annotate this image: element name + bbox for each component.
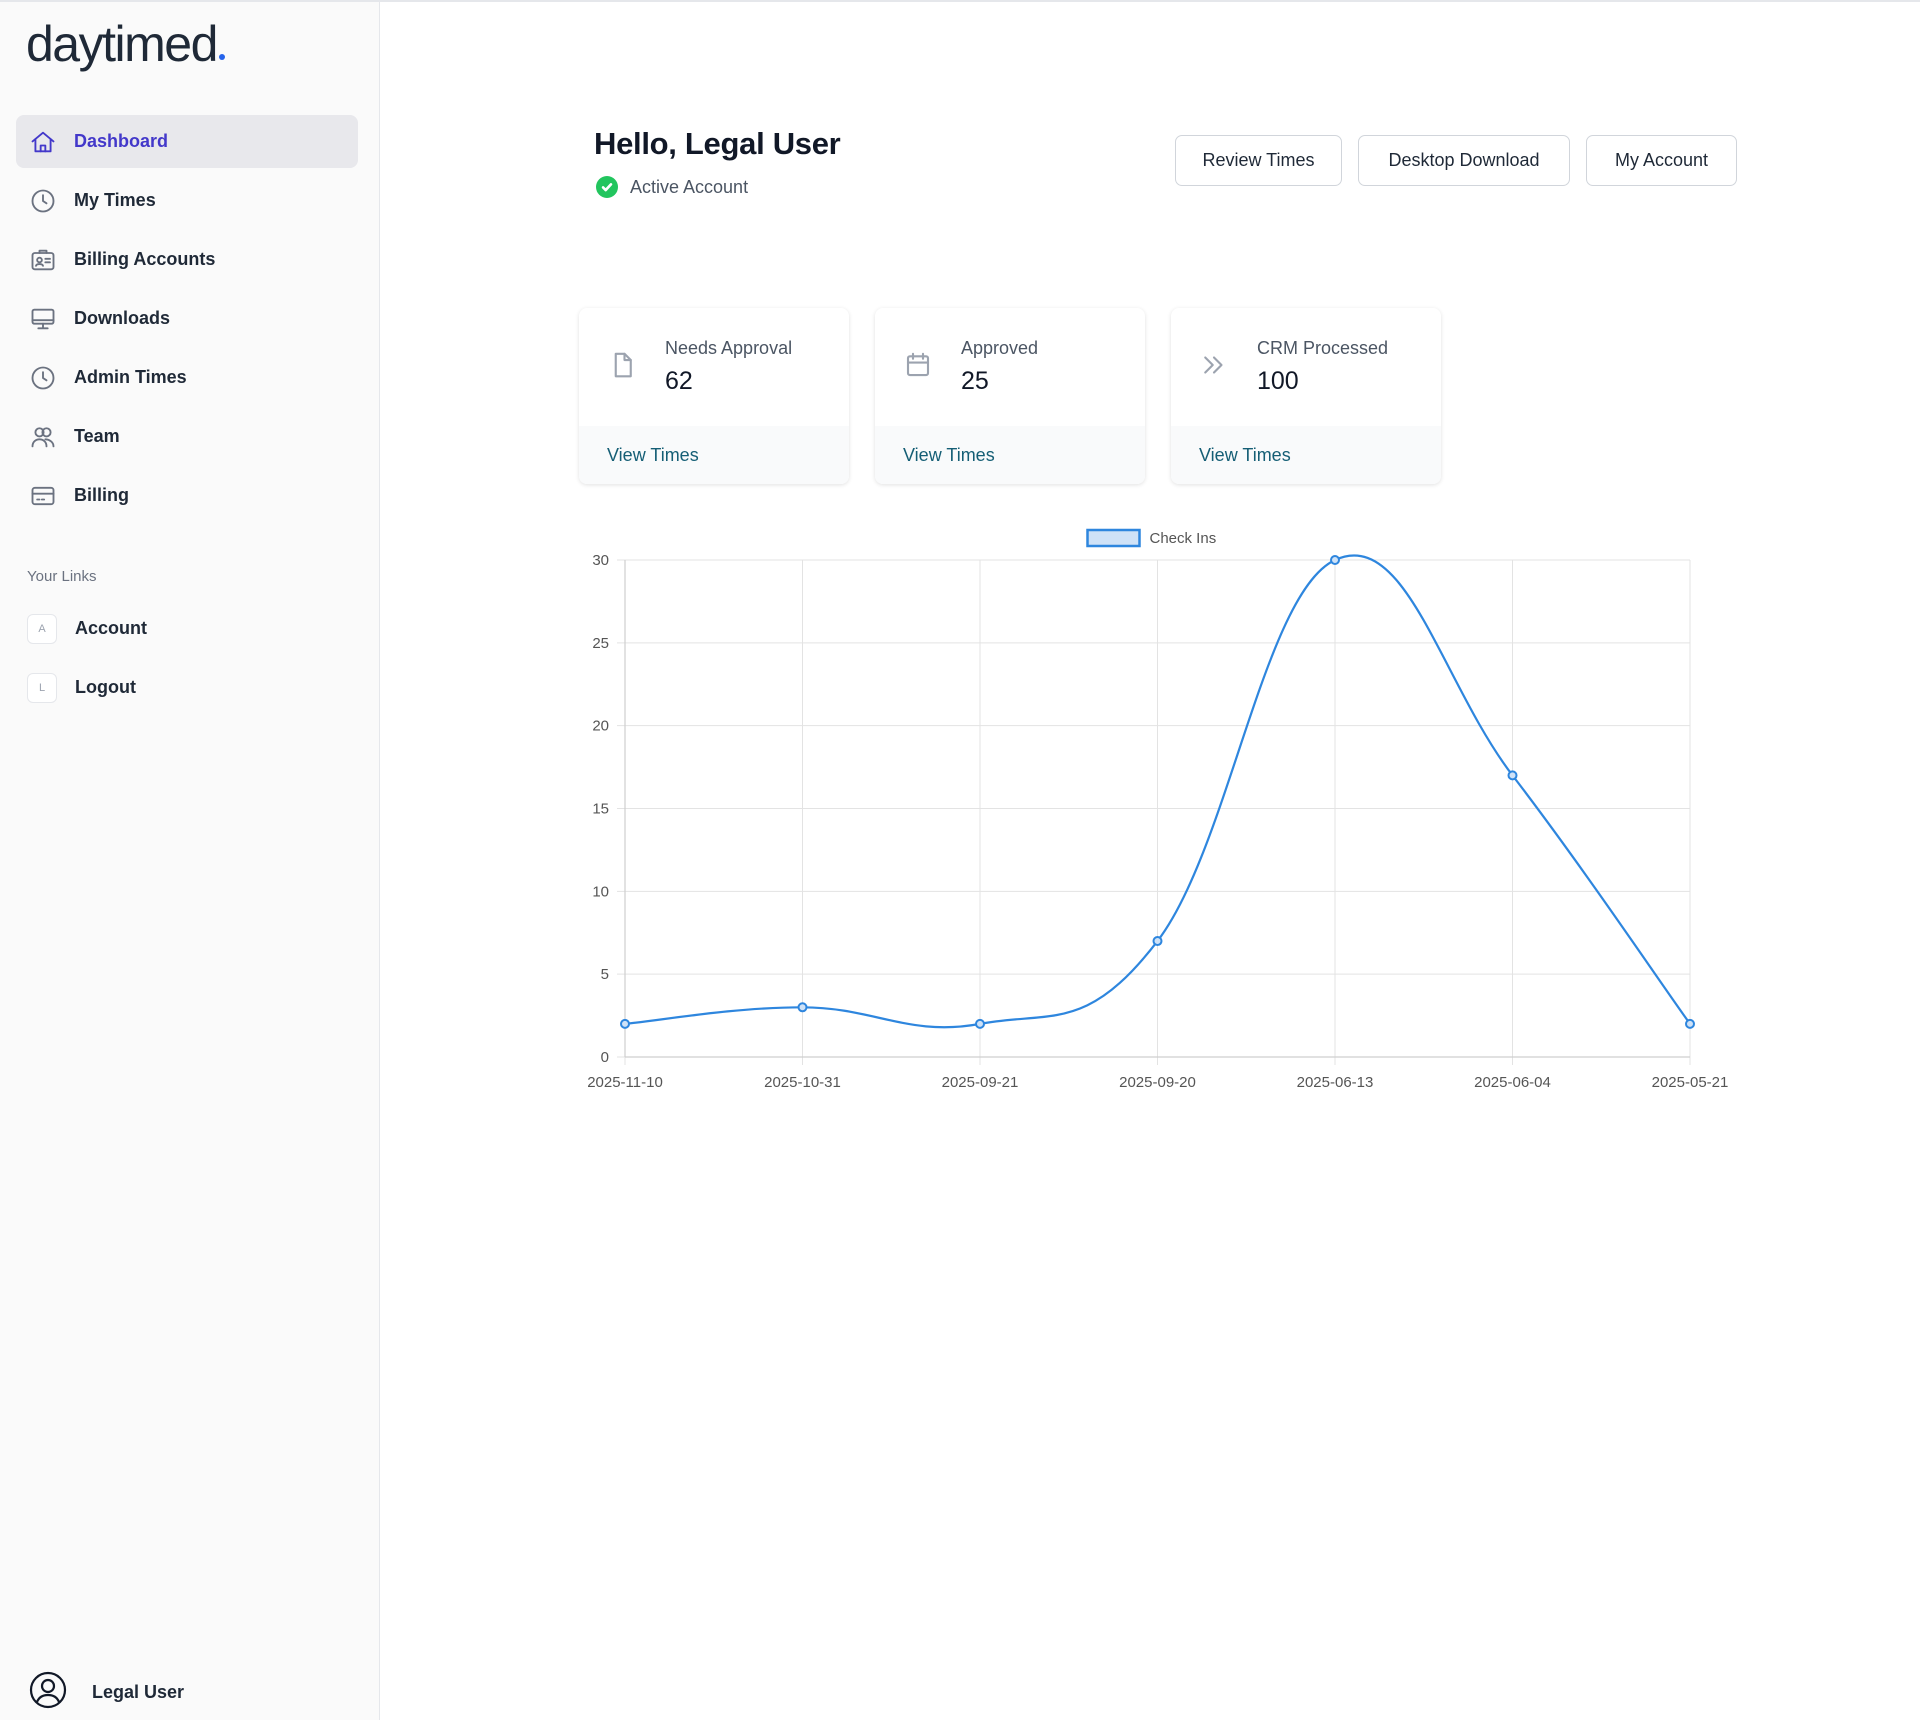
home-icon	[28, 127, 58, 157]
sidebar-item-label: My Times	[74, 190, 156, 210]
sidebar-nav: Dashboard My Times Billing Accounts Down…	[16, 115, 358, 528]
sidebar-item-dashboard[interactable]: Dashboard	[16, 115, 358, 168]
link-label: Logout	[75, 677, 136, 697]
sidebar-item-label: Downloads	[74, 308, 171, 328]
clock-icon	[28, 186, 58, 216]
link-logout[interactable]: L Logout	[16, 661, 358, 714]
logo-dot	[218, 54, 225, 60]
sidebar-item-billing[interactable]: Billing	[16, 469, 358, 522]
my-account-button[interactable]: My Account	[1586, 135, 1737, 186]
review-times-button[interactable]: Review Times	[1175, 135, 1342, 186]
stat-label: CRM Processed	[1257, 338, 1389, 358]
stat-card-crm-processed: CRM Processed 100 View Times	[1171, 308, 1441, 484]
document-icon	[607, 350, 637, 380]
y-tick-label: 5	[601, 966, 609, 983]
top-border	[0, 0, 1920, 2]
monitor-icon	[28, 304, 58, 334]
app-logo[interactable]: daytimed	[26, 16, 225, 72]
x-tick-label: 2025-09-20	[1119, 1074, 1196, 1091]
x-tick-label: 2025-06-04	[1474, 1074, 1551, 1091]
credit-card-icon	[28, 481, 58, 511]
links-list: A Account L Logout	[16, 602, 358, 720]
data-point	[1507, 770, 1518, 781]
data-point	[620, 1018, 630, 1029]
data-point	[975, 1018, 985, 1029]
status-text: Active Account	[630, 176, 749, 197]
data-point	[1152, 936, 1163, 947]
x-tick-label: 2025-09-21	[942, 1074, 1019, 1091]
y-tick-label: 20	[592, 718, 609, 735]
sidebar-item-admin-times[interactable]: Admin Times	[16, 351, 358, 404]
sidebar-item-my-times[interactable]: My Times	[16, 174, 358, 227]
users-icon	[28, 422, 58, 452]
legend-label: Check Ins	[1150, 530, 1217, 547]
sidebar-item-label: Dashboard	[74, 131, 169, 151]
clock-icon	[28, 363, 58, 393]
stat-label: Needs Approval	[665, 338, 793, 358]
y-tick-label: 30	[592, 552, 609, 569]
legend-swatch	[1086, 528, 1141, 548]
stat-label: Approved	[961, 338, 1039, 358]
link-initial-badge: A	[27, 613, 57, 644]
sidebar-item-team[interactable]: Team	[16, 410, 358, 463]
user-menu[interactable]: Legal User	[28, 1670, 184, 1715]
chevrons-right-icon	[1199, 350, 1229, 380]
sidebar-item-billing-accounts[interactable]: Billing Accounts	[16, 233, 358, 286]
chart-svg: 0 5 10 15 20 25 30 2025-11-10 2025-10-31 2025-09-…	[587, 528, 1729, 1091]
link-label: Account	[75, 618, 147, 638]
stat-value: 62	[665, 367, 693, 395]
stat-value: 100	[1257, 367, 1299, 395]
link-account[interactable]: A Account	[16, 602, 358, 655]
sidebar-item-label: Team	[74, 426, 120, 446]
y-tick-label: 25	[592, 635, 609, 652]
sidebar: daytimed Dashboard My Times Billing Acco…	[0, 2, 380, 1720]
links-heading: Your Links	[27, 568, 97, 585]
y-tick-label: 10	[592, 883, 609, 900]
id-card-icon	[28, 245, 58, 275]
user-circle-icon	[28, 1670, 68, 1715]
y-tick-label: 15	[592, 801, 609, 818]
view-times-link[interactable]: View Times	[607, 444, 699, 465]
y-tick-label: 0	[601, 1049, 609, 1066]
page-title: Hello, Legal User	[594, 126, 841, 161]
desktop-download-button[interactable]: Desktop Download	[1358, 135, 1570, 186]
stat-card-approved: Approved 25 View Times	[875, 308, 1145, 484]
view-times-link[interactable]: View Times	[1199, 444, 1291, 465]
x-tick-label: 2025-11-10	[587, 1074, 663, 1091]
view-times-link[interactable]: View Times	[903, 444, 995, 465]
data-point	[1330, 555, 1340, 565]
check-circle-icon	[596, 176, 618, 198]
x-tick-label: 2025-10-31	[764, 1074, 841, 1091]
link-initial-badge: L	[27, 672, 57, 703]
x-tick-label: 2025-05-21	[1652, 1074, 1729, 1091]
account-status: Active Account	[596, 176, 748, 198]
stat-value: 25	[961, 367, 989, 395]
sidebar-item-downloads[interactable]: Downloads	[16, 292, 358, 345]
sidebar-item-label: Billing Accounts	[74, 249, 216, 269]
data-point	[797, 1002, 808, 1013]
stat-card-needs-approval: Needs Approval 62 View Times	[579, 308, 849, 484]
data-point	[1685, 1018, 1695, 1029]
calendar-icon	[903, 350, 933, 380]
x-tick-label: 2025-06-13	[1297, 1074, 1374, 1091]
logo-text: daytimed	[26, 16, 218, 72]
user-name: Legal User	[92, 1682, 185, 1702]
sidebar-item-label: Billing	[74, 485, 129, 505]
check-ins-chart: 0 5 10 15 20 25 30 2025-11-10 2025-10-31 2025-09-…	[570, 515, 1750, 1105]
sidebar-item-label: Admin Times	[74, 367, 187, 387]
